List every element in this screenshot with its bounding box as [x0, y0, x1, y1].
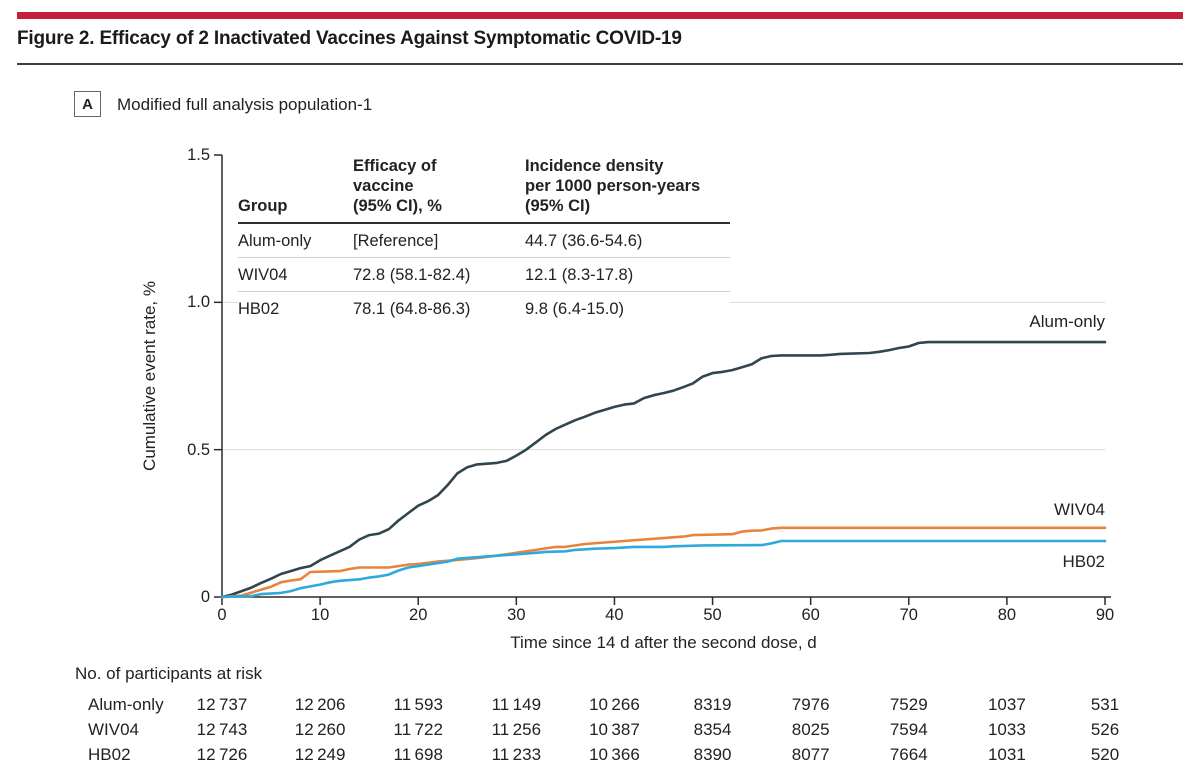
curve-label-hb02: HB02: [1062, 552, 1105, 571]
risk-count: 7529: [889, 695, 928, 714]
risk-count: 7594: [889, 720, 928, 739]
risk-count: 11 722: [393, 720, 443, 739]
risk-count: 531: [1090, 695, 1120, 714]
inset-row-alum-only: Alum-only [Reference] 44.7 (36.6-54.6): [238, 224, 730, 258]
inset-row-hb02: HB02 78.1 (64.8-86.3) 9.8 (6.4-15.0): [238, 292, 730, 325]
panel-letter: A: [82, 95, 93, 113]
inset-cell: 9.8 (6.4-15.0): [525, 300, 625, 318]
panel-letter-badge: A: [74, 91, 101, 117]
risk-count: 12 206: [294, 695, 346, 714]
x-tick-label: 60: [801, 606, 820, 624]
y-tick-label: 0.5: [187, 440, 210, 459]
risk-count: 12 737: [196, 695, 248, 714]
inset-header-incidence: Incidence density per 1000 person-years …: [525, 157, 701, 215]
risk-row-label: HB02: [88, 745, 131, 764]
inset-cell: HB02: [238, 300, 280, 318]
inset-cell: [Reference]: [353, 232, 439, 250]
x-axis-label: Time since 14 d after the second dose, d: [510, 633, 817, 652]
risk-count: 11 233: [491, 745, 542, 764]
risk-count: 1037: [987, 695, 1026, 714]
x-tick-label: 40: [605, 606, 624, 624]
inset-table-header-row: Group Efficacy of vaccine (95% CI), % In…: [238, 156, 730, 224]
risk-count: 10 387: [589, 720, 640, 739]
panel-caption: Modified full analysis population-1: [117, 95, 373, 114]
inset-cell: WIV04: [238, 266, 288, 284]
risk-count: 10 366: [589, 745, 640, 764]
risk-count: 8077: [791, 745, 830, 764]
curve-label-wiv04: WIV04: [1053, 500, 1105, 519]
risk-count: 11 593: [393, 695, 443, 714]
inset-header-efficacy: Efficacy of vaccine (95% CI), %: [353, 157, 442, 215]
risk-count: 8319: [693, 695, 732, 714]
risk-row-label: WIV04: [88, 720, 140, 739]
risk-table-heading: No. of participants at risk: [75, 664, 263, 683]
x-tick-label: 0: [217, 606, 227, 624]
risk-count: 7664: [889, 745, 928, 764]
inset-cell: 12.1 (8.3-17.8): [525, 266, 634, 284]
curve-hb02: [220, 539, 1107, 599]
risk-count: 12 726: [196, 745, 248, 764]
risk-count: 12 743: [196, 720, 248, 739]
inset-cell: Alum-only: [238, 232, 312, 250]
x-tick-label: 50: [703, 606, 722, 624]
risk-count: 11 256: [491, 720, 542, 739]
risk-count: 11 149: [491, 695, 542, 714]
x-tick-label: 90: [1095, 606, 1115, 624]
title-divider: [17, 63, 1183, 65]
risk-count: 8025: [791, 720, 830, 739]
y-tick-label: 0: [200, 588, 210, 606]
efficacy-inset-table: Group Efficacy of vaccine (95% CI), % In…: [238, 156, 730, 325]
risk-count: 1031: [987, 745, 1026, 764]
inset-cell: 44.7 (36.6-54.6): [525, 232, 643, 250]
inset-header-group: Group: [238, 197, 288, 215]
risk-count: 520: [1090, 745, 1120, 764]
curve-wiv04: [220, 526, 1107, 599]
y-tick-label: 1.5: [187, 146, 210, 164]
x-tick-label: 20: [409, 606, 428, 624]
inset-row-wiv04: WIV04 72.8 (58.1-82.4) 12.1 (8.3-17.8): [238, 258, 730, 292]
curve-label-alum-only: Alum-only: [1029, 312, 1105, 331]
risk-count: 12 260: [294, 720, 346, 739]
risk-row-label: Alum-only: [88, 695, 164, 714]
curve-alum-only: [220, 340, 1107, 599]
risk-count: 526: [1090, 720, 1120, 739]
x-tick-label: 10: [310, 606, 330, 624]
accent-top-bar: [17, 12, 1183, 19]
inset-cell: 78.1 (64.8-86.3): [353, 300, 471, 318]
figure-title: Figure 2. Efficacy of 2 Inactivated Vacc…: [17, 28, 682, 49]
risk-count: 11 698: [393, 745, 443, 764]
risk-count: 1033: [987, 720, 1026, 739]
risk-count: 7976: [791, 695, 830, 714]
y-axis-label: Cumulative event rate, %: [140, 281, 159, 471]
risk-count: 8354: [693, 720, 732, 739]
x-tick-label: 70: [899, 606, 918, 624]
inset-cell: 72.8 (58.1-82.4): [353, 266, 471, 284]
risk-count: 12 249: [294, 745, 346, 764]
x-tick-label: 80: [997, 606, 1017, 624]
risk-count: 8390: [693, 745, 732, 764]
risk-count: 10 266: [589, 695, 640, 714]
x-tick-label: 30: [507, 606, 526, 624]
y-tick-label: 1.0: [187, 293, 210, 312]
